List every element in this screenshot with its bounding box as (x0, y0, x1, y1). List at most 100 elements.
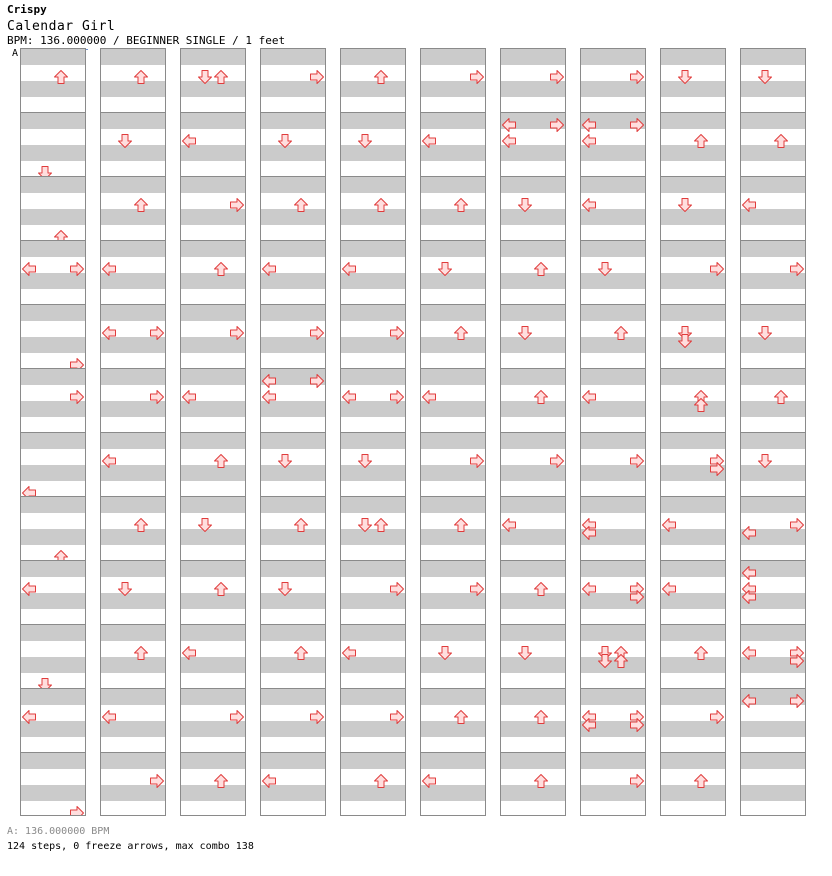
beat-stripe (741, 177, 805, 193)
measure-line (501, 112, 565, 113)
beat-stripe (21, 49, 85, 65)
measure-line (21, 176, 85, 177)
beat-stripe (101, 145, 165, 161)
step-arrow-right (629, 69, 645, 89)
beat-stripe (341, 753, 405, 769)
beat-stripe (661, 753, 725, 769)
step-arrow-down (357, 133, 373, 153)
step-arrow-left (261, 261, 277, 281)
beat-stripe (341, 721, 405, 737)
measure-line (21, 112, 85, 113)
beat-stripe (501, 209, 565, 225)
beat-stripe (101, 337, 165, 353)
author-name: Crispy (7, 3, 47, 16)
beat-stripe (21, 721, 85, 737)
step-arrow-down (117, 581, 133, 601)
measure-line (101, 304, 165, 305)
beat-stripe (101, 113, 165, 129)
beat-stripe (501, 625, 565, 641)
beat-stripe (581, 753, 645, 769)
step-arrow-right (789, 517, 805, 537)
measure-line (501, 752, 565, 753)
beat-stripe (421, 593, 485, 609)
beat-stripe (261, 113, 325, 129)
chart-column (740, 48, 806, 816)
measure-line (581, 688, 645, 689)
beat-stripe (421, 145, 485, 161)
measure-line (581, 432, 645, 433)
step-arrow-up (453, 197, 469, 217)
beat-stripe (341, 657, 405, 673)
beat-stripe (581, 593, 645, 609)
step-arrow-left (21, 261, 37, 281)
measure-line (261, 176, 325, 177)
measure-line (421, 496, 485, 497)
step-arrow-left (421, 389, 437, 409)
beat-stripe (181, 369, 245, 385)
measure-line (581, 752, 645, 753)
beat-stripe (341, 337, 405, 353)
measure-line (421, 112, 485, 113)
beat-stripe (261, 209, 325, 225)
measure-line (181, 112, 245, 113)
step-arrow-right (469, 453, 485, 473)
beat-stripe (261, 497, 325, 513)
measure-line (741, 176, 805, 177)
beat-stripe (501, 529, 565, 545)
beat-stripe (261, 657, 325, 673)
measure-line (661, 496, 725, 497)
beat-stripe (741, 209, 805, 225)
beat-stripe (501, 241, 565, 257)
beat-stripe (181, 209, 245, 225)
step-arrow-up (453, 517, 469, 537)
beat-stripe (581, 785, 645, 801)
step-arrow-right (69, 261, 85, 281)
measure-line (741, 560, 805, 561)
beat-stripe (261, 369, 325, 385)
beat-stripe (261, 625, 325, 641)
measure-line (261, 432, 325, 433)
step-arrow-up (213, 69, 229, 89)
step-arrow-left (341, 389, 357, 409)
beat-stripe (741, 593, 805, 609)
step-arrow-left (421, 133, 437, 153)
step-arrow-down (757, 325, 773, 345)
beat-stripe (581, 657, 645, 673)
beat-stripe (261, 785, 325, 801)
chart-column (500, 48, 566, 816)
measure-line (101, 176, 165, 177)
beat-stripe (661, 561, 725, 577)
measure-line (421, 560, 485, 561)
beat-stripe (181, 753, 245, 769)
step-arrow-up (773, 133, 789, 153)
measure-line (21, 432, 85, 433)
chart-column (420, 48, 486, 816)
measure-line (261, 560, 325, 561)
step-arrow-up (213, 773, 229, 793)
beat-stripe (661, 369, 725, 385)
measure-line (261, 304, 325, 305)
measure-line (661, 240, 725, 241)
beat-stripe (501, 689, 565, 705)
step-arrow-up (613, 325, 629, 345)
measure-line (261, 496, 325, 497)
beat-stripe (501, 465, 565, 481)
step-arrow-left (581, 525, 597, 545)
beat-stripe (261, 81, 325, 97)
step-arrow-down (357, 453, 373, 473)
beat-stripe (101, 241, 165, 257)
step-arrow-up (133, 645, 149, 665)
step-arrow-right (229, 709, 245, 729)
measure-line (341, 304, 405, 305)
measure-line (21, 688, 85, 689)
beat-stripe (101, 49, 165, 65)
beat-stripe (581, 369, 645, 385)
beat-stripe (421, 401, 485, 417)
step-arrow-down (277, 133, 293, 153)
bpm-marker-label: A (12, 48, 19, 59)
beat-stripe (581, 689, 645, 705)
beat-stripe (261, 337, 325, 353)
beat-stripe (101, 721, 165, 737)
beat-stripe (341, 209, 405, 225)
beat-stripe (261, 433, 325, 449)
